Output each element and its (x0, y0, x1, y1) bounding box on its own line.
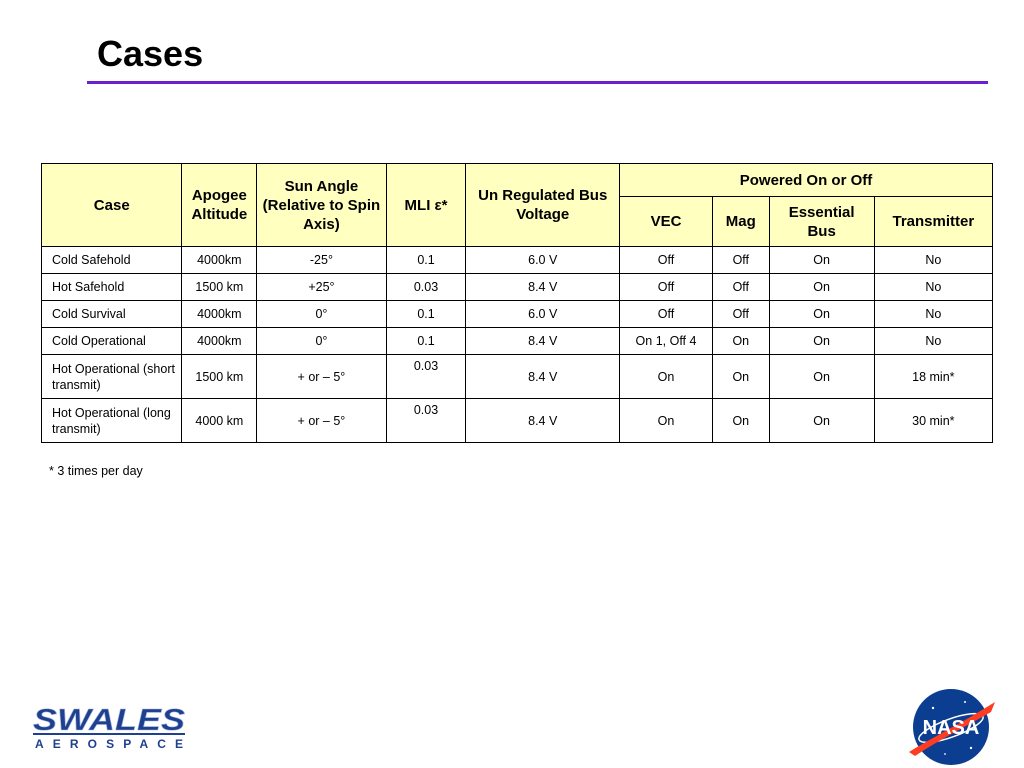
header-row-top: Case Apogee Altitude Sun Angle (Relative… (40, 163, 993, 247)
slide-title: Cases (97, 33, 204, 74)
nasa-red-chevron (909, 702, 995, 756)
swales-underline (33, 733, 185, 735)
cell-apogee: 4000 km (181, 398, 258, 443)
cell-transmitter: No (873, 300, 994, 328)
cell-vec: Off (619, 246, 713, 274)
cell-sun-angle: +25° (256, 273, 387, 301)
cell-transmitter: No (873, 327, 994, 355)
cell-voltage: 8.4 V (465, 398, 621, 443)
title-rule (87, 81, 988, 84)
cell-apogee: 4000km (181, 327, 258, 355)
cell-vec: Off (619, 300, 713, 328)
table-row: Hot Operational (long transmit) 4000 km … (40, 398, 994, 443)
cell-sun-angle: -25° (256, 246, 387, 274)
cell-mli: 0.1 (385, 246, 467, 274)
header-case: Case (40, 163, 183, 247)
header-row-sub: VEC Mag Essential Bus Transmitter (42, 196, 994, 247)
cell-voltage: 6.0 V (465, 246, 621, 274)
cell-case: Hot Operational (long transmit) (40, 398, 183, 443)
cell-mag: On (712, 327, 770, 355)
cell-case: Cold Safehold (40, 246, 183, 274)
header-mli: MLI ε* (385, 163, 467, 247)
cell-mli: 0.1 (385, 300, 467, 328)
table-row: Cold Safehold 4000km -25° 0.1 6.0 V Off … (40, 246, 994, 274)
table-row: Hot Operational (short transmit) 1500 km… (40, 354, 994, 399)
cell-mag: On (712, 398, 770, 443)
cell-essential-bus: On (768, 398, 875, 443)
header-powered-group: Powered On or Off (619, 163, 993, 197)
cell-sun-angle: 0° (256, 327, 387, 355)
cases-table: Case Apogee Altitude Sun Angle (Relative… (40, 163, 994, 443)
header-vec: VEC (619, 196, 713, 247)
cell-sun-angle: 0° (256, 300, 387, 328)
cell-essential-bus: On (768, 354, 875, 399)
cell-transmitter: No (873, 246, 994, 274)
cell-mli: 0.1 (385, 327, 467, 355)
cell-essential-bus: On (768, 273, 875, 301)
cell-mag: Off (712, 300, 770, 328)
cell-mli: 0.03 (385, 398, 467, 443)
cell-apogee: 1500 km (181, 273, 258, 301)
cell-voltage: 8.4 V (465, 273, 621, 301)
cell-vec: Off (619, 273, 713, 301)
cell-vec: On (619, 354, 713, 399)
cell-essential-bus: On (768, 327, 875, 355)
nasa-wordmark: NASA (923, 717, 980, 739)
cell-case: Cold Survival (40, 300, 183, 328)
nasa-meatball-logo: NASA (909, 689, 995, 765)
header-bus-voltage: Un Regulated Bus Voltage (465, 163, 621, 247)
cell-essential-bus: On (768, 300, 875, 328)
cell-mag: Off (712, 273, 770, 301)
cell-mli: 0.03 (385, 354, 467, 399)
cell-case: Hot Safehold (40, 273, 183, 301)
cell-vec: On 1, Off 4 (619, 327, 713, 355)
cell-vec: On (619, 398, 713, 443)
swales-wordmark: SWALES (33, 703, 185, 737)
header-essential-bus: Essential Bus (768, 196, 875, 247)
swales-aerospace-logo: SWALES AEROSPACE (33, 703, 186, 751)
cell-case: Hot Operational (short transmit) (40, 354, 183, 399)
cell-mli: 0.03 (385, 273, 467, 301)
cell-voltage: 6.0 V (465, 300, 621, 328)
cell-sun-angle: + or – 5° (256, 354, 387, 399)
table-row: Cold Operational 4000km 0° 0.1 8.4 V On … (40, 327, 994, 355)
table-row: Cold Survival 4000km 0° 0.1 6.0 V Off Of… (40, 300, 994, 328)
cell-transmitter: No (873, 273, 994, 301)
cell-mag: Off (712, 246, 770, 274)
cell-apogee: 1500 km (181, 354, 258, 399)
header-transmitter: Transmitter (873, 196, 994, 247)
cell-mag: On (712, 354, 770, 399)
footnote: * 3 times per day (49, 464, 143, 478)
header-sun-angle: Sun Angle (Relative to Spin Axis) (256, 163, 387, 247)
cell-case: Cold Operational (40, 327, 183, 355)
cell-apogee: 4000km (181, 300, 258, 328)
cell-voltage: 8.4 V (465, 327, 621, 355)
cell-essential-bus: On (768, 246, 875, 274)
header-apogee: Apogee Altitude (181, 163, 258, 247)
cell-transmitter: 30 min* (873, 398, 994, 443)
aerospace-wordmark: AEROSPACE (35, 737, 183, 751)
cell-apogee: 4000km (181, 246, 258, 274)
header-mag: Mag (712, 196, 770, 247)
cell-sun-angle: + or – 5° (256, 398, 387, 443)
cell-transmitter: 18 min* (873, 354, 994, 399)
cell-voltage: 8.4 V (465, 354, 621, 399)
table-row: Hot Safehold 1500 km +25° 0.03 8.4 V Off… (40, 273, 994, 301)
